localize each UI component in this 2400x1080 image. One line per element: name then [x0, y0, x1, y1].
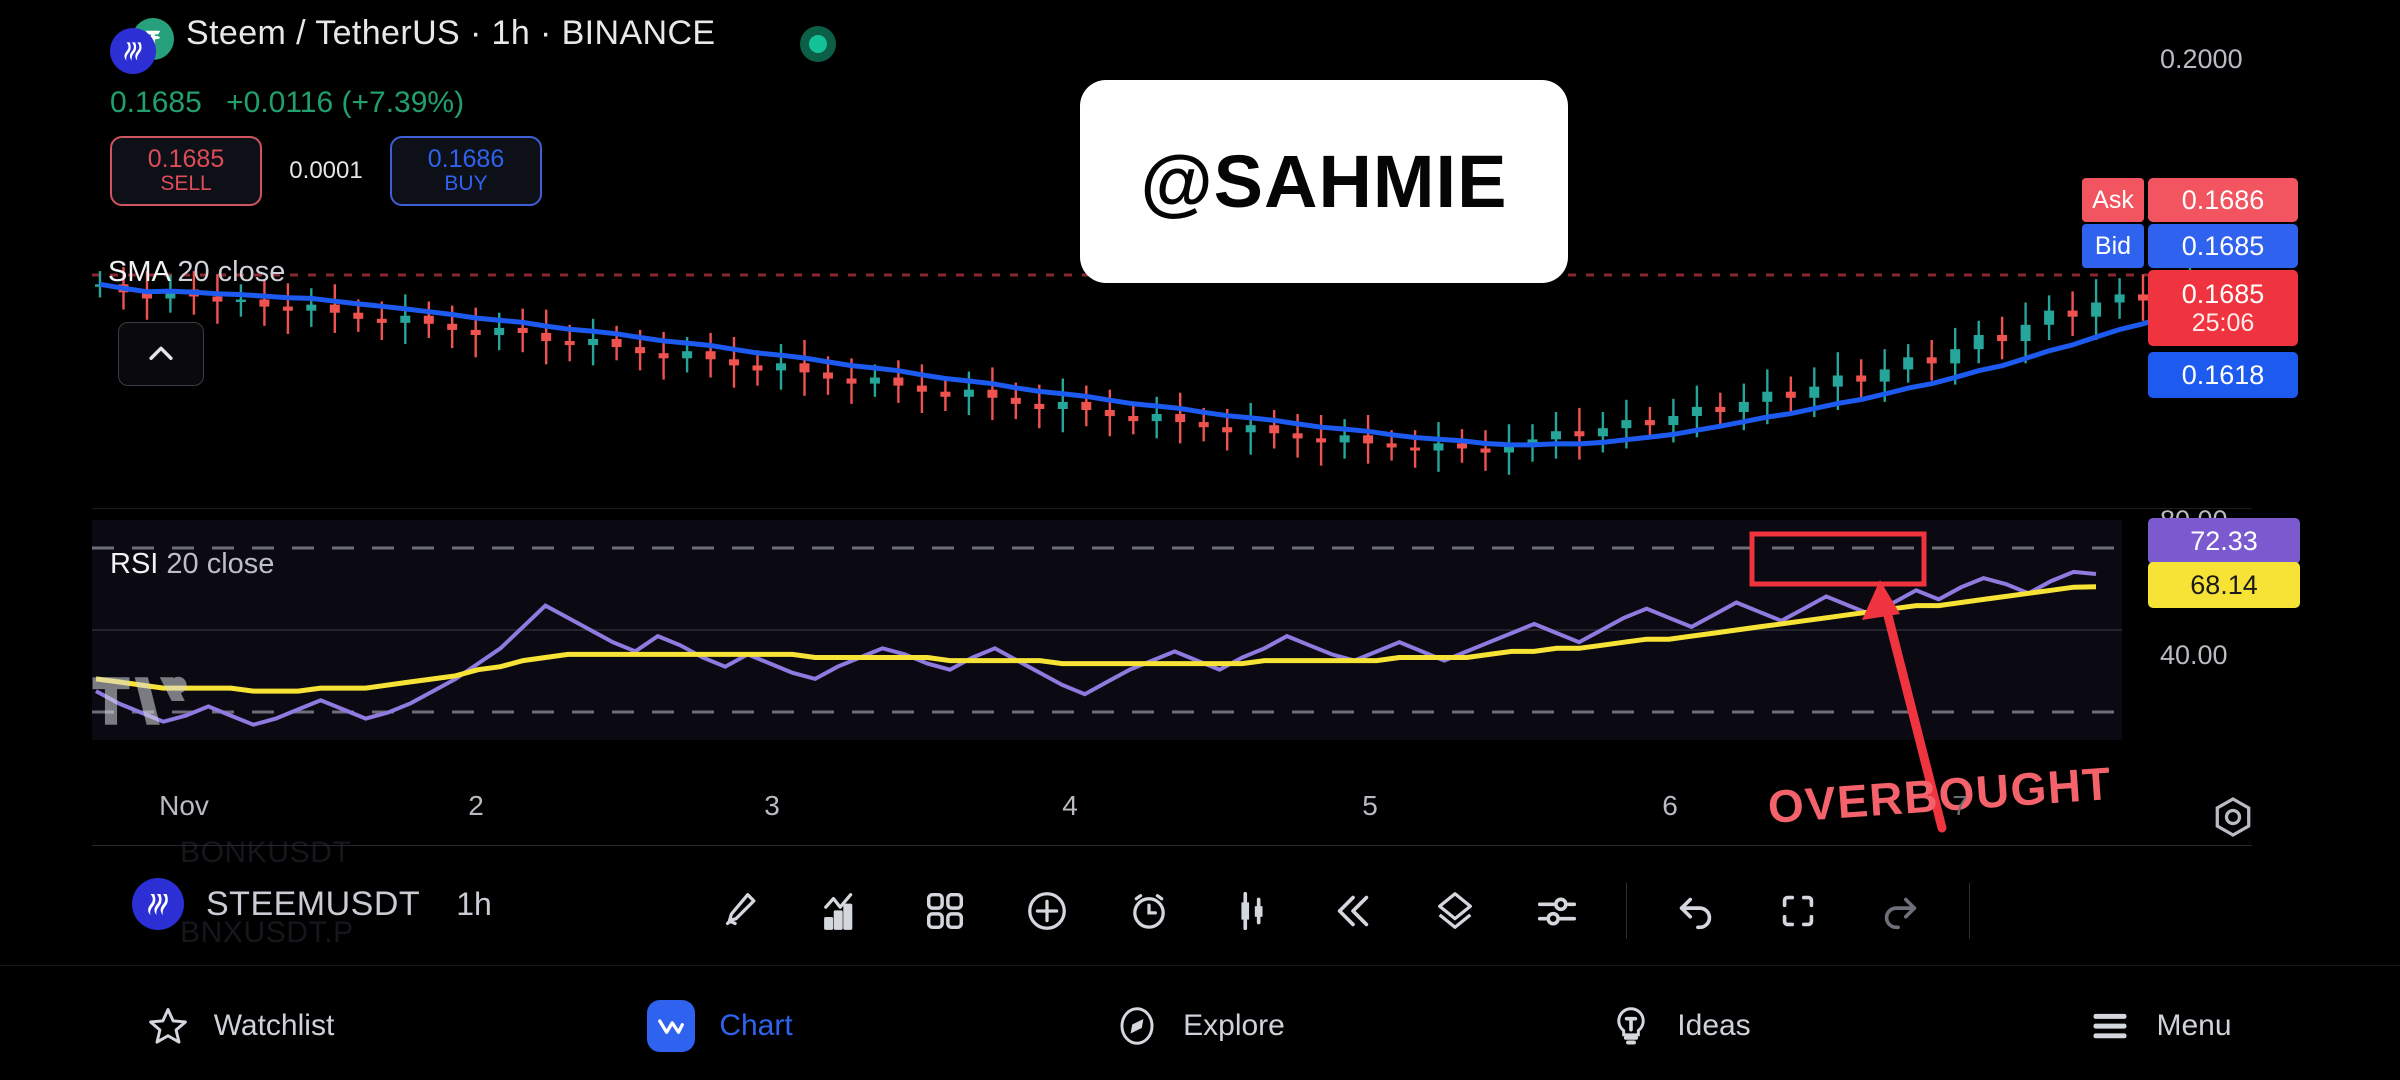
sell-button[interactable]: 0.1685 SELL: [110, 136, 262, 206]
rsi-value-tag: 72.33: [2148, 518, 2300, 564]
price-chart-pane[interactable]: [92, 255, 2252, 495]
rsi-legend-name: RSI: [110, 548, 159, 580]
chart-icon: [647, 1000, 696, 1052]
nav-item-chart[interactable]: Chart: [480, 1000, 960, 1052]
indicators-icon[interactable]: [792, 868, 894, 954]
quote-summary: 0.1685 +0.0116 (+7.39%): [110, 86, 464, 120]
toolbar-symbol-name: STEEMUSDT: [206, 884, 421, 923]
trade-buttons: 0.1685 SELL 0.0001 0.1686 BUY: [110, 136, 542, 206]
watermark-badge: @SAHMIE: [1080, 80, 1568, 283]
alerts-icon[interactable]: [1098, 868, 1200, 954]
sma-legend[interactable]: SMA 20 close: [108, 256, 285, 289]
lightbulb-icon: [1617, 1007, 1645, 1045]
bottom-navigation: Watchlist Chart Explore: [0, 972, 2400, 1080]
bid-price-tag: 0.1685: [2148, 224, 2298, 268]
buy-price: 0.1686: [427, 145, 505, 174]
nav-label-watchlist: Watchlist: [213, 1009, 335, 1042]
rewind-icon[interactable]: [1302, 868, 1404, 954]
rsi-legend-params: 20 close: [166, 548, 275, 580]
nav-item-explore[interactable]: Explore: [960, 1004, 1440, 1048]
bid-side-label: Bid: [2082, 224, 2144, 268]
time-label-6: 7: [1952, 790, 1968, 821]
undo-icon[interactable]: [1645, 868, 1747, 954]
chart-toolbar: STEEMUSDT 1h: [0, 858, 2400, 966]
buy-label: BUY: [444, 172, 488, 196]
toolbar-interval[interactable]: 1h: [456, 885, 492, 922]
nav-item-menu[interactable]: Menu: [1920, 1004, 2400, 1048]
nav-item-watchlist[interactable]: Watchlist: [0, 1004, 480, 1048]
fullscreen-icon[interactable]: [1747, 868, 1849, 954]
chart-header: Steem / TetherUS · 1h · BINANCE: [0, 0, 2400, 78]
change-pct: (+7.39%): [341, 86, 465, 119]
time-label-1: 2: [468, 790, 484, 821]
draw-tools-icon[interactable]: [690, 868, 792, 954]
ghost-row-1: BONKUSDT: [180, 836, 352, 869]
toolbar-bottom-divider: [0, 965, 2400, 966]
last-price-tag-value: 0.1685: [2181, 278, 2265, 309]
ghost-row-2: BNXUSDT.P: [180, 916, 354, 949]
nav-label-explore: Explore: [1183, 1009, 1285, 1042]
buy-button[interactable]: 0.1686 BUY: [390, 136, 542, 206]
redo-icon[interactable]: [1849, 868, 1951, 954]
toolbar-symbol-button[interactable]: STEEMUSDT 1h: [132, 878, 492, 930]
chart-settings-sliders-icon[interactable]: [1506, 868, 1608, 954]
symbol-logos: [110, 18, 176, 74]
toolbar-icon-row: [690, 868, 1988, 954]
spread-value: 0.0001: [289, 157, 363, 184]
time-scale-divider: [92, 845, 2252, 846]
toolbar-divider: [1626, 883, 1627, 939]
bar-replay-icon[interactable]: [1200, 868, 1302, 954]
sell-label: SELL: [160, 172, 212, 196]
time-label-5: 6: [1662, 790, 1678, 821]
rsi-tick-1: 40.00: [2160, 640, 2228, 670]
time-scale[interactable]: Nov 2 3 4 5 6 7: [92, 790, 2252, 846]
hamburger-menu-icon: [2093, 1013, 2127, 1039]
nav-item-ideas[interactable]: Ideas: [1440, 1004, 1920, 1048]
chevron-up-icon: [149, 346, 173, 360]
sell-price: 0.1685: [147, 145, 225, 174]
rsi-chart-pane[interactable]: [92, 520, 2122, 740]
add-icon[interactable]: [996, 868, 1098, 954]
rsi-legend[interactable]: RSI 20 close: [110, 548, 274, 581]
sma-value-tag: 0.1618: [2148, 352, 2298, 398]
last-price: 0.1685: [110, 86, 202, 119]
time-label-3: 4: [1062, 790, 1078, 821]
steem-logo-icon: [132, 878, 184, 930]
ask-price-tag: 0.1686: [2148, 178, 2298, 222]
templates-icon[interactable]: [894, 868, 996, 954]
chart-settings-icon[interactable]: [2210, 794, 2256, 840]
nav-label-chart: Chart: [719, 1009, 793, 1042]
steem-logo-icon: [110, 28, 156, 74]
compass-icon: [1120, 1007, 1154, 1045]
change-abs: +0.0116: [226, 86, 334, 119]
rsi-ma-value-tag: 68.14: [2148, 562, 2300, 608]
pane-divider: [92, 508, 2252, 509]
last-price-tag: 0.1685 25:06: [2148, 270, 2298, 346]
bar-countdown: 25:06: [2191, 309, 2255, 338]
market-open-dot-icon: [800, 26, 836, 62]
toolbar-divider-2: [1969, 883, 1970, 939]
time-label-2: 3: [764, 790, 780, 821]
price-tick-0: 0.2000: [2160, 44, 2243, 74]
watermark-text: @SAHMIE: [1140, 140, 1508, 223]
sma-legend-name: SMA: [108, 256, 170, 288]
nav-label-menu: Menu: [2156, 1009, 2232, 1042]
nav-label-ideas: Ideas: [1677, 1009, 1751, 1042]
time-label-0: Nov: [159, 790, 209, 821]
sma-legend-params: 20 close: [177, 256, 286, 288]
ask-side-label: Ask: [2082, 178, 2144, 222]
tradingview-logo-icon: [92, 676, 187, 725]
layers-icon[interactable]: [1404, 868, 1506, 954]
page-title[interactable]: Steem / TetherUS · 1h · BINANCE: [186, 14, 716, 52]
price-scale[interactable]: 0.2000 0.1400 Ask 0.1686 Bid 0.1685 0.16…: [2082, 0, 2400, 840]
collapse-pane-button[interactable]: [118, 322, 204, 386]
time-label-4: 5: [1362, 790, 1378, 821]
star-icon: [148, 1008, 187, 1044]
